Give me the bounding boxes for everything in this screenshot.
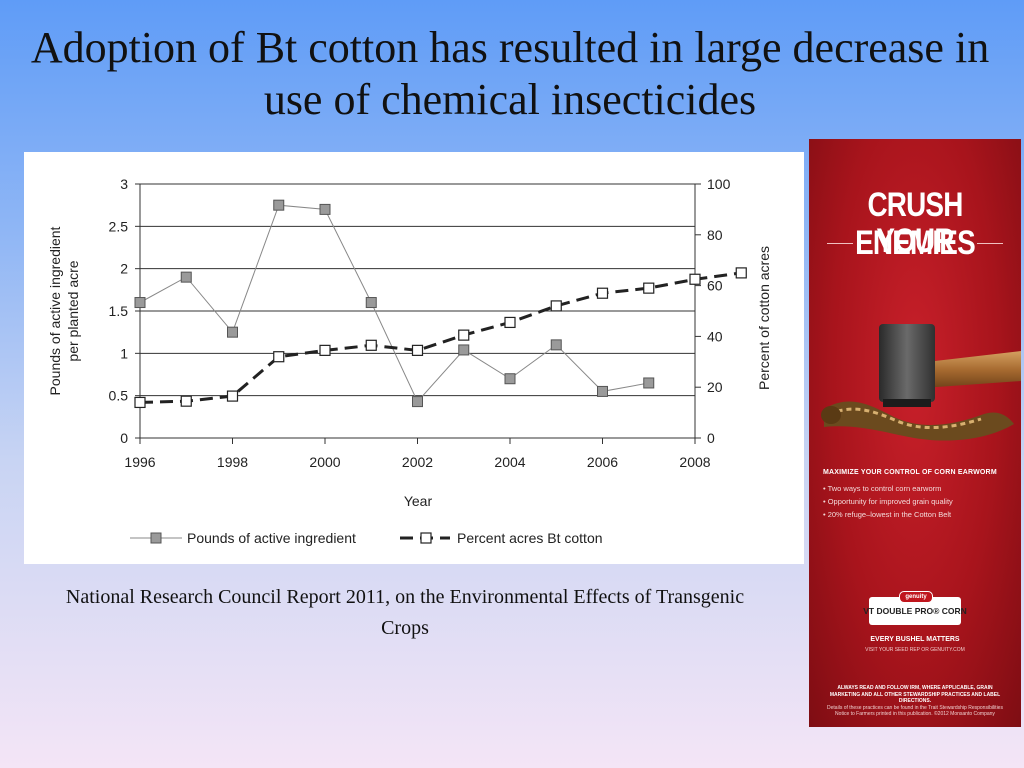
data-point-insecticide — [227, 326, 238, 338]
ad-bullet: 20% refuge–lowest in the Cotton Belt — [823, 508, 1013, 521]
ad-product-name: VT DOUBLE PRO® CORN — [863, 606, 967, 616]
y-left-axis-label-line: per planted acre — [65, 260, 81, 361]
x-tick-label: 1998 — [217, 454, 248, 470]
data-point-bt-cotton — [643, 282, 655, 294]
ad-bullet: Two ways to control corn earworm — [823, 482, 1013, 495]
x-tick-label: 2008 — [679, 454, 710, 470]
data-point-insecticide — [550, 339, 562, 351]
ad-bullet: Opportunity for improved grain quality — [823, 495, 1013, 508]
ad-bullet-list: Two ways to control corn earworm Opportu… — [823, 482, 1013, 521]
slide-title: Adoption of Bt cotton has resulted in la… — [30, 23, 990, 124]
y-right-tick-label: 20 — [707, 379, 723, 395]
data-point-bt-cotton — [180, 395, 192, 407]
x-tick-label: 2004 — [494, 454, 525, 470]
x-axis-label: Year — [404, 493, 433, 509]
data-point-bt-cotton — [458, 329, 470, 341]
data-point-bt-cotton — [550, 300, 562, 312]
y-left-axis-label-line: Pounds of active ingredient — [47, 226, 63, 395]
y-right-axis-label: Percent of cotton acres — [756, 246, 772, 390]
data-point-insecticide — [597, 385, 608, 397]
data-point-bt-cotton — [735, 267, 747, 279]
ad-fine-print-body: Details of these practices can be found … — [827, 704, 1003, 718]
ad-rule-left — [827, 243, 853, 244]
data-point-insecticide — [134, 297, 146, 309]
y-left-tick-label: 0.5 — [109, 388, 129, 404]
y-left-tick-label: 2 — [120, 261, 128, 277]
y-right-tick-label: 40 — [707, 328, 723, 344]
chart-svg: 0 0.5 1 1.5 2 2.5 3 0 20 40 60 80 100 1996 1998 2000 200… — [47, 176, 772, 546]
ad-fine-print: ALWAYS READ AND FOLLOW IRM, WHERE APPLIC… — [825, 685, 1005, 718]
data-point-bt-cotton — [273, 351, 285, 363]
data-point-bt-cotton — [319, 344, 331, 356]
data-point-insecticide — [273, 199, 285, 211]
legend-label-bt-cotton: Percent acres Bt cotton — [457, 530, 603, 546]
ad-subheadline: ENEMIES — [855, 224, 976, 262]
ad-headline: CRUSH YOUR — [867, 186, 963, 260]
ad-info-block: MAXIMIZE YOUR CONTROL OF CORN EARWORM Tw… — [823, 469, 1013, 521]
chart-panel: 0 0.5 1 1.5 2 2.5 3 0 20 40 60 80 100 1996 1998 2000 200… — [24, 152, 804, 564]
y-left-axis-label: Pounds of active ingredient per planted a… — [47, 226, 81, 395]
data-point-insecticide — [180, 271, 192, 283]
data-point-bt-cotton — [365, 339, 377, 351]
x-tick-label: 2002 — [402, 454, 433, 470]
x-tick-label: 2006 — [587, 454, 618, 470]
x-tick-label: 2000 — [309, 454, 340, 470]
data-point-bt-cotton — [596, 287, 609, 299]
data-point-insecticide — [412, 396, 423, 408]
series-line-2 — [139, 271, 742, 404]
y-right-tick-label: 100 — [707, 176, 731, 192]
data-point-bt-cotton — [134, 396, 146, 409]
y-left-tick-label: 1.5 — [109, 303, 129, 319]
ad-brand-logo: genuity — [899, 591, 933, 603]
ad-tagline: EVERY BUSHEL MATTERS — [870, 636, 960, 643]
hammer-caterpillar-illustration — [821, 324, 1021, 441]
data-point-bt-cotton — [226, 390, 239, 402]
data-point-bt-cotton — [689, 273, 701, 285]
data-point-insecticide — [504, 373, 516, 385]
data-point-insecticide — [319, 203, 331, 215]
data-point-insecticide — [458, 344, 470, 356]
ad-url-line: VISIT YOUR SEED REP OR GENUITY.COM — [865, 647, 965, 653]
y-left-tick-label: 1 — [120, 345, 128, 361]
y-left-tick-label: 2.5 — [109, 218, 129, 234]
legend-label-insecticide: Pounds of active ingredient — [187, 530, 356, 546]
data-point-insecticide — [643, 377, 655, 389]
y-right-tick-label: 0 — [707, 430, 715, 446]
data-point-bt-cotton — [411, 344, 424, 356]
x-tick-label: 1996 — [124, 454, 155, 470]
legend-marker-bt-cotton — [420, 532, 432, 544]
slide-caption: National Research Council Report 2011, o… — [65, 586, 745, 639]
advertisement-panel: CRUSH YOUR ENEMIES MAXIMIZE YOUR CONTROL… — [809, 139, 1021, 727]
y-left-tick-label: 0 — [120, 430, 128, 446]
legend-marker-insecticide — [150, 532, 162, 544]
series-line-1 — [139, 204, 649, 403]
data-point-bt-cotton — [504, 316, 516, 329]
y-right-tick-label: 80 — [707, 227, 723, 243]
y-left-tick-label: 3 — [120, 176, 128, 192]
y-right-tick-label: 60 — [707, 278, 723, 294]
ad-fine-print-bold: ALWAYS READ AND FOLLOW IRM, WHERE APPLIC… — [829, 685, 1001, 704]
ad-rule-right — [977, 243, 1003, 244]
data-point-insecticide — [365, 297, 377, 309]
ad-section-title: MAXIMIZE YOUR CONTROL OF CORN EARWORM — [823, 469, 997, 476]
